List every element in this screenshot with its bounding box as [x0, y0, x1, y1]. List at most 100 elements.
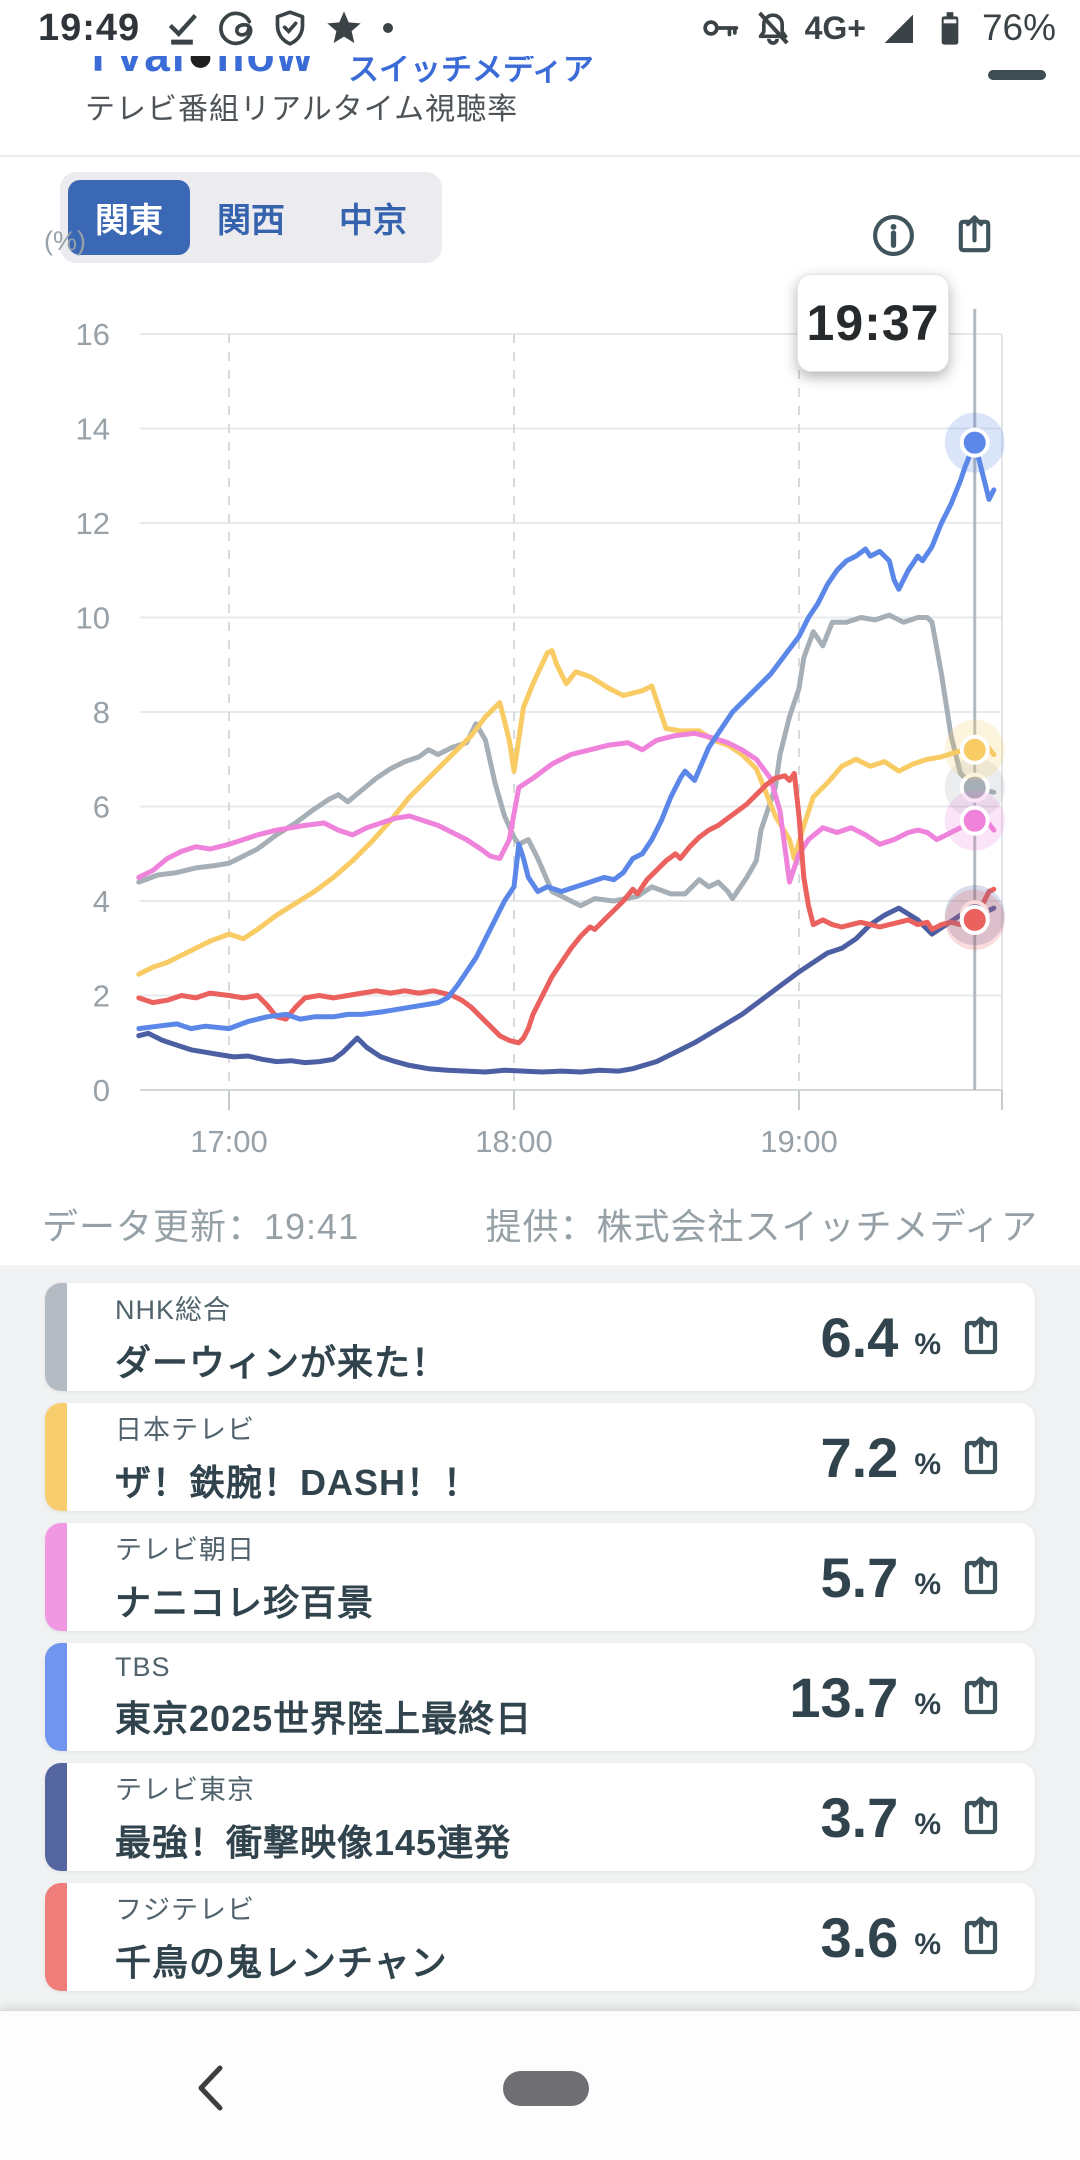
x-tick-label: 19:00: [760, 1124, 838, 1159]
channel-network-label: 日本テレビ: [115, 1415, 255, 1445]
channel-card-5[interactable]: フジテレビ千鳥の鬼レンチャン 3.6%: [45, 1883, 1035, 1991]
series-line-0: [136, 612, 997, 909]
x-tick-label: 17:00: [190, 1124, 268, 1159]
marker-dot-0[interactable]: [959, 772, 990, 803]
region-tab-2[interactable]: 中京: [339, 202, 407, 240]
info-icon[interactable]: [870, 212, 917, 259]
y-tick-label: 0: [93, 1073, 110, 1108]
channel-rating-unit: %: [914, 1448, 941, 1481]
share-icon[interactable]: [957, 1553, 1005, 1601]
marker-dot-1[interactable]: [959, 734, 990, 765]
y-tick-label: 12: [76, 506, 110, 541]
channel-color-bar: [45, 1643, 67, 1751]
status-bar: 19:49 4G+ 76%: [0, 0, 1080, 56]
channel-texts: 日本テレビザ！鉄腕！DASH！！: [115, 1408, 480, 1506]
share-icon[interactable]: [951, 212, 998, 259]
channel-texts: TBS 東京2025世界陸上最終日: [115, 1652, 532, 1742]
channel-rating-block: 7.2%: [748, 1425, 1035, 1490]
tvalnow-logo[interactable]: TVal●now: [84, 56, 314, 82]
status-time: 19:49: [38, 6, 141, 49]
channel-rating-unit: %: [914, 1808, 941, 1841]
marker-dot-5[interactable]: [959, 427, 990, 458]
home-pill[interactable]: [503, 2071, 589, 2106]
share-icon[interactable]: [957, 1793, 1005, 1841]
key-icon: [702, 20, 738, 37]
share-icon[interactable]: [957, 1433, 1005, 1481]
channel-card-2[interactable]: テレビ朝日 ナニコレ珍百景 5.7%: [45, 1523, 1035, 1631]
share-icon[interactable]: [957, 1313, 1005, 1361]
channel-card-4[interactable]: テレビ東京最強！衝撃映像145連発 3.7%: [45, 1763, 1035, 1871]
channel-texts: テレビ朝日 ナニコレ珍百景: [115, 1528, 374, 1626]
star-icon: [327, 11, 361, 44]
channel-program-label: ナニコレ珍百景: [115, 1582, 375, 1623]
region-tab-0[interactable]: 関東: [68, 180, 190, 255]
channel-rating-value: 13.7: [789, 1665, 899, 1729]
app-header: TVal●now スイッチメディア テレビ番組リアルタイム視聴率: [0, 56, 1080, 157]
y-tick-label: 2: [93, 979, 110, 1014]
channel-network-label: テレビ東京: [115, 1775, 255, 1805]
channel-program-label: 千鳥の鬼レンチャン: [115, 1942, 448, 1983]
marker-dot-4[interactable]: [959, 904, 990, 935]
channel-program-label: ザ！鉄腕！DASH！！: [115, 1462, 481, 1503]
logo-part: ●: [187, 56, 217, 81]
x-tick-label: 18:00: [475, 1124, 553, 1159]
channel-network-label: フジテレビ: [115, 1895, 255, 1925]
menu-icon[interactable]: [988, 70, 1046, 80]
logo-part: TVal: [84, 56, 187, 81]
channel-card-0[interactable]: NHK総合ダーウィンが来た！ 6.4%: [45, 1283, 1035, 1391]
channel-rating-block: 3.7%: [748, 1785, 1035, 1850]
channel-program-label: 最強！衝撃映像145連発: [115, 1822, 512, 1863]
cursor-time-tooltip: 19:37: [797, 274, 949, 372]
logo-part: now: [216, 56, 314, 81]
channel-texts: テレビ東京最強！衝撃映像145連発: [115, 1768, 511, 1866]
share-icon[interactable]: [957, 1913, 1005, 1961]
channel-rating-unit: %: [914, 1928, 941, 1961]
dot-icon: [383, 23, 394, 33]
ratings-chart[interactable]: 0 2 4 6 8 10 12 14 16 (%) 17:00 18:00 19:00: [0, 220, 1080, 1180]
y-tick-label: 4: [93, 884, 110, 919]
region-tab-1[interactable]: 関西: [217, 202, 285, 240]
channel-texts: NHK総合ダーウィンが来た！: [115, 1288, 448, 1386]
channel-color-bar: [45, 1283, 67, 1391]
series-line-4: [136, 770, 997, 1046]
download-check-icon: [169, 14, 198, 45]
channel-texts: フジテレビ千鳥の鬼レンチャン: [115, 1888, 448, 1986]
channel-rating-value: 6.4: [820, 1305, 899, 1369]
channel-rating-unit: %: [914, 1328, 941, 1361]
channel-rating-block: 5.7%: [748, 1545, 1035, 1610]
channel-program-label: ダーウィンが来た！: [115, 1342, 449, 1383]
region-tabs: 関東 関西 中京: [60, 172, 442, 263]
back-button[interactable]: [192, 2063, 228, 2113]
channel-card-1[interactable]: 日本テレビザ！鉄腕！DASH！！ 7.2%: [45, 1403, 1035, 1511]
marker-dot-2[interactable]: [959, 805, 990, 836]
y-tick-label: 8: [93, 695, 110, 730]
header-subtitle: テレビ番組リアルタイム視聴率: [85, 93, 519, 126]
channel-card-3[interactable]: TBS 東京2025世界陸上最終日 13.7%: [45, 1643, 1035, 1751]
channel-network-label: TBS: [115, 1652, 171, 1682]
status-notification-icons: [162, 8, 398, 48]
channel-color-bar: [45, 1763, 67, 1871]
series-line-5: [136, 440, 997, 1032]
y-tick-label: 6: [93, 790, 110, 825]
channel-network-label: NHK総合: [115, 1295, 232, 1325]
provider-label: 提供：株式会社スイッチメディア: [485, 1206, 1038, 1247]
notifications-off-icon: [757, 11, 789, 45]
y-tick-label: 14: [76, 412, 110, 447]
y-axis-unit-label: (%): [44, 226, 86, 256]
data-updated-label: データ更新：19:41: [42, 1206, 360, 1247]
share-icon[interactable]: [957, 1673, 1005, 1721]
signal-icon: [884, 14, 913, 43]
channel-rating-value: 3.6: [820, 1905, 899, 1969]
channel-rating-unit: %: [914, 1568, 941, 1601]
channel-color-bar: [45, 1883, 67, 1991]
switchmedia-link[interactable]: スイッチメディア: [348, 56, 594, 87]
status-system-icons: 4G+ 76%: [701, 7, 1056, 49]
threads-icon: [219, 11, 253, 46]
channel-list: NHK総合ダーウィンが来た！ 6.4% 日本テレビザ！鉄腕！DASH！！ 7.2% テレ…: [0, 1265, 1080, 2010]
series-line-2: [136, 730, 997, 885]
channel-rating-block: 6.4%: [748, 1305, 1035, 1370]
shield-check-icon: [275, 10, 305, 46]
chart-actions: [870, 212, 998, 259]
channel-rating-block: 13.7%: [748, 1665, 1035, 1730]
